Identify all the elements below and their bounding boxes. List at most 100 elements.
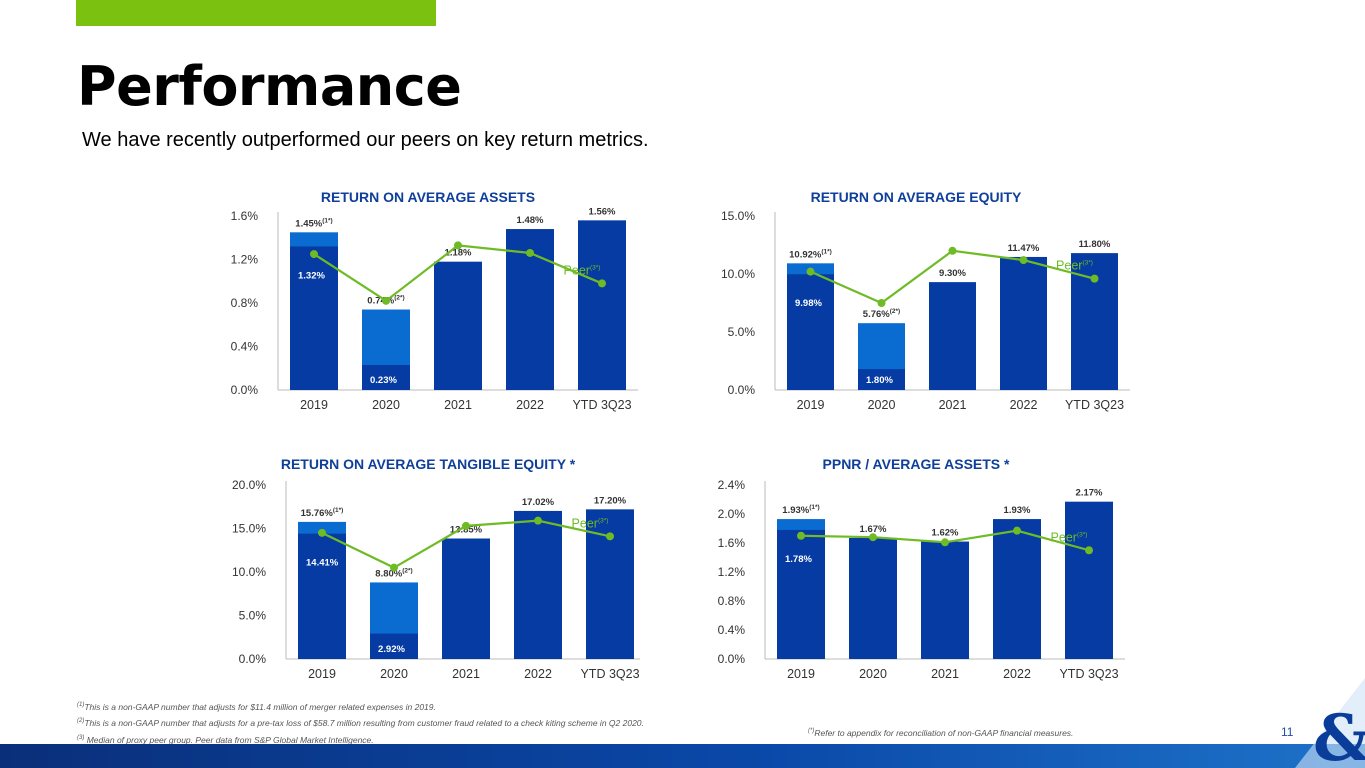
peer-point [1013,526,1021,535]
x-tick-label: 2019 [797,398,825,412]
y-tick-label: 0.0% [718,652,746,666]
bar-reported [370,633,418,659]
bar-value-label: 11.80% [1079,239,1111,250]
bar-inner-label: 1.32% [298,270,325,281]
bar-value-label: 11.47% [1008,243,1040,254]
bar-value-label: 17.02% [522,497,555,508]
peer-point [382,296,390,305]
bar-reported [1000,256,1047,390]
non-gaap-note: (*)Refer to appendix for reconciliation … [808,728,1074,738]
bar-value-label: 15.76%(1*) [301,507,344,519]
bar-value-label: 1.93%(1*) [782,504,819,516]
y-tick-label: 0.0% [728,383,756,397]
x-tick-label: 2022 [524,667,552,681]
bar-reported [298,533,346,659]
bar-reported [787,274,834,390]
x-tick-label: YTD 3Q23 [1059,667,1118,681]
x-tick-label: 2022 [516,398,544,412]
y-tick-label: 1.2% [231,253,259,267]
bar-reported [858,369,905,390]
bar-value-label: 17.20% [594,495,627,506]
y-tick-label: 0.8% [718,594,746,608]
peer-point [869,533,877,542]
x-tick-label: 2022 [1003,667,1031,681]
bar-reported [921,541,969,659]
chart-title: PPNR / AVERAGE ASSETS * [823,456,1011,472]
x-tick-label: 2021 [939,398,967,412]
bar-value-label: 2.17% [1076,488,1103,499]
peer-point [526,248,534,257]
bar-reported [993,519,1041,659]
bar-reported [578,220,626,390]
brand-ampersand-logo: & [1295,678,1365,768]
x-tick-label: 2020 [380,667,408,681]
bar-inner-label: 1.78% [785,554,812,565]
bar-inner-label: 9.98% [795,298,822,309]
bar-value-label: 1.56% [589,206,616,217]
y-tick-label: 5.0% [728,325,756,339]
bar-value-label: 1.48% [517,215,544,226]
peer-point [806,267,815,276]
bar-inner-label: 0.23% [370,375,397,386]
y-tick-label: 15.0% [232,522,266,536]
bar-value-label: 1.45%(1*) [295,217,332,229]
bar-value-label: 10.92%(1*) [789,248,832,260]
footnote-3: (3) Median of proxy peer group. Peer dat… [77,734,374,745]
bar-reported [362,364,410,390]
bar-reported [777,529,825,659]
footnote-1: (1)This is a non-GAAP number that adjust… [77,701,436,712]
y-tick-label: 0.0% [239,652,267,666]
page-title: Performance [77,55,462,118]
y-tick-label: 0.8% [231,296,259,310]
x-tick-label: 2019 [308,667,336,681]
x-tick-label: 2022 [1010,398,1038,412]
y-tick-label: 0.0% [231,383,259,397]
bar-reported [290,246,338,390]
y-tick-label: 1.6% [718,536,746,550]
bar-reported [442,538,490,659]
bar-value-label: 9.30% [939,268,966,279]
bar-value-label: 1.18% [445,248,472,259]
x-tick-label: 2021 [444,398,472,412]
page-subtitle: We have recently outperformed our peers … [82,129,649,151]
y-tick-label: 1.6% [231,209,259,223]
accent-bar [76,0,436,26]
x-tick-label: 2020 [868,398,896,412]
peer-point [1090,274,1099,283]
peer-point [534,516,542,525]
peer-point [1019,256,1028,265]
bar-reported [929,282,976,390]
chart-return-on-average-assets: RETURN ON AVERAGE ASSETS 0.0% 0.4% 0.8% 1.2%… [231,189,638,412]
x-tick-label: 2019 [300,398,328,412]
x-tick-label: 2020 [859,667,887,681]
y-tick-label: 2.4% [718,478,746,492]
y-tick-label: 10.0% [721,267,755,281]
peer-point [454,241,462,250]
peer-point [877,299,886,307]
y-tick-label: 1.2% [718,565,746,579]
bar-inner-label: 14.41% [306,558,339,569]
bar-value-label: 1.93% [1004,505,1031,516]
chart-title: RETURN ON AVERAGE ASSETS [321,189,535,205]
chart-return-on-average-tangible-equity: RETURN ON AVERAGE TANGIBLE EQUITY * 0.0% 5… [232,456,640,681]
bar-inner-label: 2.92% [378,644,405,655]
chart-return-on-average-equity: RETURN ON AVERAGE EQUITY 0.0% 5.0% 10.0% 15.… [721,189,1130,412]
peer-point [1085,546,1093,555]
bar-reported [849,537,897,659]
bar-reported [1065,501,1113,659]
y-tick-label: 5.0% [239,609,267,623]
x-tick-label: YTD 3Q23 [1065,398,1124,412]
bar-value-label: 1.62% [932,528,959,539]
peer-point [318,528,326,537]
peer-point [462,521,470,530]
page-number: 11 [1281,725,1294,739]
peer-point [310,250,318,259]
x-tick-label: 2021 [931,667,959,681]
y-tick-label: 15.0% [721,209,755,223]
x-tick-label: YTD 3Q23 [572,398,631,412]
y-tick-label: 2.0% [718,507,746,521]
svg-text:&: & [1313,701,1365,768]
y-tick-label: 10.0% [232,565,266,579]
bar-reported [514,510,562,659]
peer-point [390,563,398,572]
